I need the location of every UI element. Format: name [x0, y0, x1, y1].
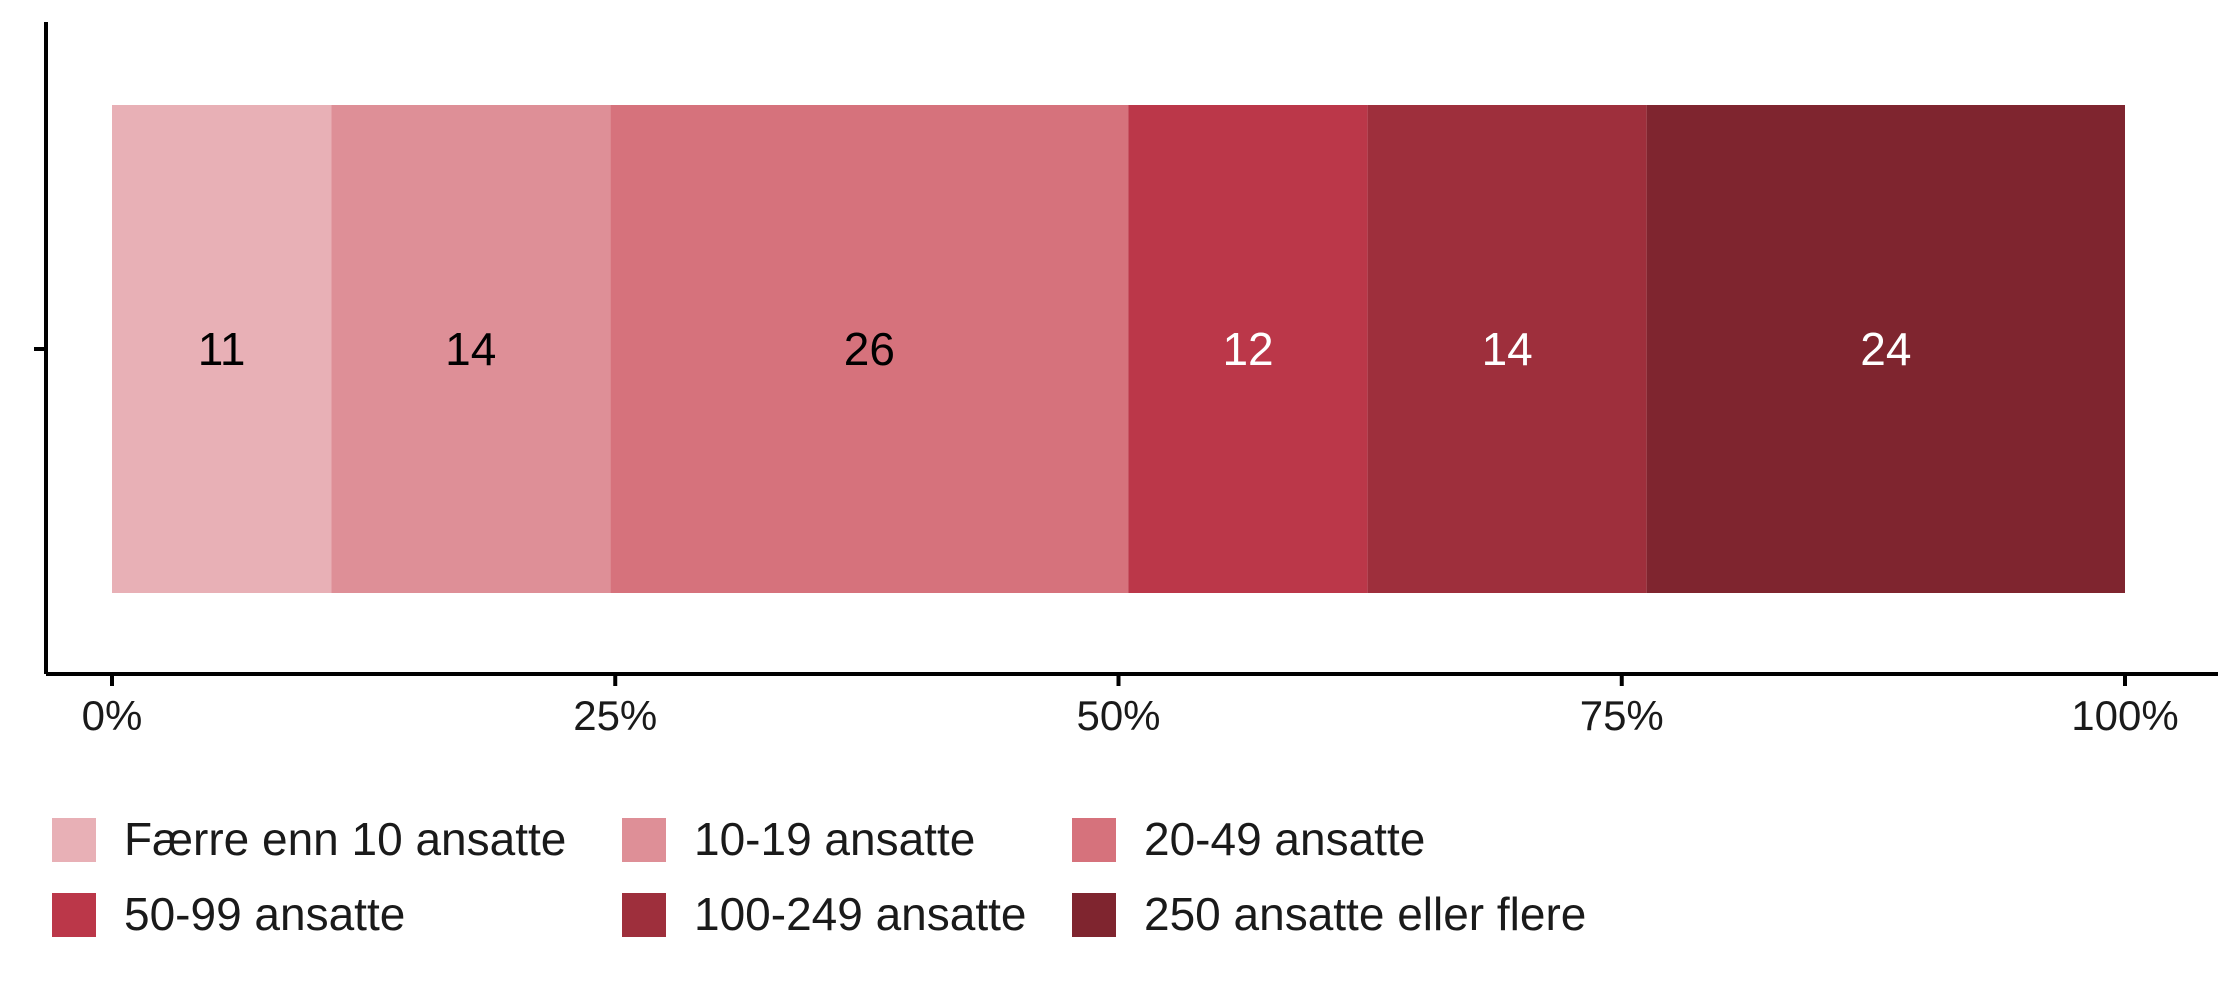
bar-label-5: 14: [1482, 323, 1533, 375]
bar-segment-1: [112, 105, 332, 593]
x-tick-label: 0%: [82, 692, 143, 739]
legend-label: 50-99 ansatte: [124, 888, 405, 940]
legend-label: 100-249 ansatte: [694, 888, 1027, 940]
bar-segment-6: [1646, 105, 2125, 593]
bar-label-1: 11: [198, 323, 246, 375]
legend-swatch: [52, 893, 96, 937]
legend-swatch: [622, 818, 666, 862]
axes: [34, 22, 2218, 676]
legend-item: 10-19 ansatte: [622, 813, 975, 865]
legend-swatch: [1072, 818, 1116, 862]
bar-segments: [112, 105, 2125, 593]
bar-label-3: 26: [844, 323, 895, 375]
legend-item: 50-99 ansatte: [52, 888, 405, 940]
legend-item: Færre enn 10 ansatte: [52, 813, 566, 865]
legend-swatch: [52, 818, 96, 862]
x-tick-label: 100%: [2071, 692, 2178, 739]
x-axis-ticks: 0% 25% 50% 75% 100%: [82, 674, 2179, 739]
x-tick-label: 50%: [1076, 692, 1160, 739]
legend-swatch: [622, 893, 666, 937]
legend-label: 20-49 ansatte: [1144, 813, 1425, 865]
legend-item: 20-49 ansatte: [1072, 813, 1425, 865]
x-tick-label: 75%: [1580, 692, 1664, 739]
x-tick-label: 25%: [573, 692, 657, 739]
legend-label: 10-19 ansatte: [694, 813, 975, 865]
legend-swatch: [1072, 893, 1116, 937]
legend: Færre enn 10 ansatte 10-19 ansatte 20-49 a…: [52, 813, 1586, 940]
bar-segment-3: [610, 105, 1129, 593]
legend-label: Færre enn 10 ansatte: [124, 813, 566, 865]
legend-label: 250 ansatte eller flere: [1144, 888, 1586, 940]
bar-segment-2: [331, 105, 611, 593]
bar-label-4: 12: [1222, 323, 1273, 375]
legend-item: 100-249 ansatte: [622, 888, 1027, 940]
bar-data-labels: 11 14 26 12 14 24: [198, 323, 1912, 375]
legend-item: 250 ansatte eller flere: [1072, 888, 1586, 940]
bar-label-6: 24: [1860, 323, 1911, 375]
bar-label-2: 14: [445, 323, 496, 375]
bar-segment-5: [1367, 105, 1647, 593]
bar-segment-4: [1128, 105, 1368, 593]
